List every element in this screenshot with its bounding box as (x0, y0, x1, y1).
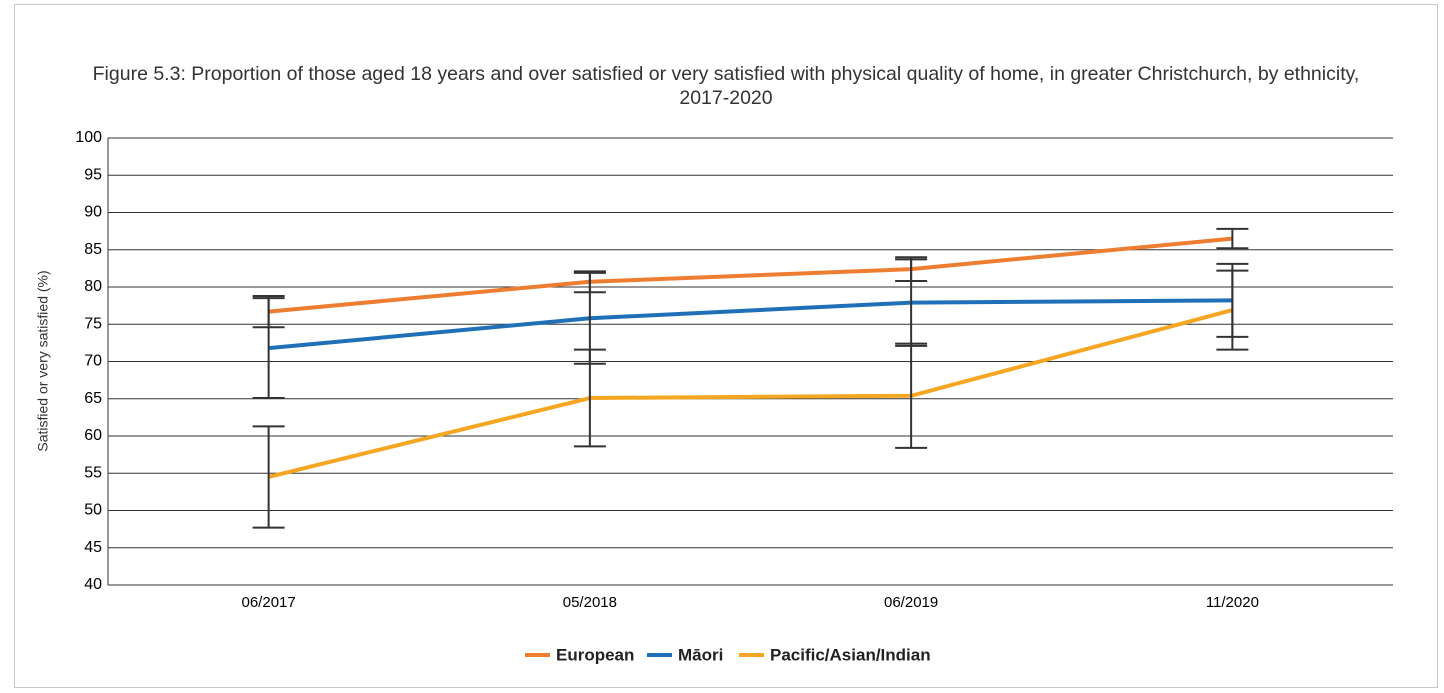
legend-label: European (556, 645, 634, 664)
x-tick-label: 06/2019 (884, 594, 938, 611)
error-bar (1216, 269, 1249, 351)
series-line (268, 308, 1233, 479)
legend-label: Māori (678, 645, 723, 664)
error-bar (252, 297, 285, 400)
legend-label: Pacific/Asian/Indian (770, 645, 931, 664)
x-tick-label: 05/2018 (563, 594, 617, 611)
y-tick-label: 60 (84, 427, 102, 444)
chart-frame (14, 4, 1438, 688)
y-tick-label: 65 (84, 390, 102, 407)
error-bar (252, 425, 285, 529)
y-tick-label: 90 (84, 204, 102, 221)
y-tick-label: 100 (75, 129, 102, 146)
y-tick-label: 45 (84, 539, 102, 556)
x-tick-label: 11/2020 (1206, 594, 1259, 611)
error-bar (1216, 227, 1249, 250)
series-line (268, 298, 1233, 351)
y-tick-label: 70 (84, 353, 102, 370)
y-tick-label: 80 (84, 278, 102, 295)
error-bar (573, 348, 606, 448)
y-tick-label: 85 (84, 241, 102, 258)
series-line (268, 236, 1233, 314)
x-tick-label: 06/2017 (242, 594, 296, 611)
chart-title: Figure 5.3: Proportion of those aged 18 … (92, 63, 1360, 109)
y-tick-label: 40 (84, 576, 102, 593)
y-tick-label: 75 (84, 315, 102, 332)
y-tick-label: 95 (84, 166, 102, 183)
y-tick-label: 50 (84, 502, 102, 519)
y-axis-label: Satisfied or very satisfied (%) (35, 270, 51, 451)
error-bar (895, 342, 928, 449)
y-tick-label: 55 (84, 464, 102, 481)
